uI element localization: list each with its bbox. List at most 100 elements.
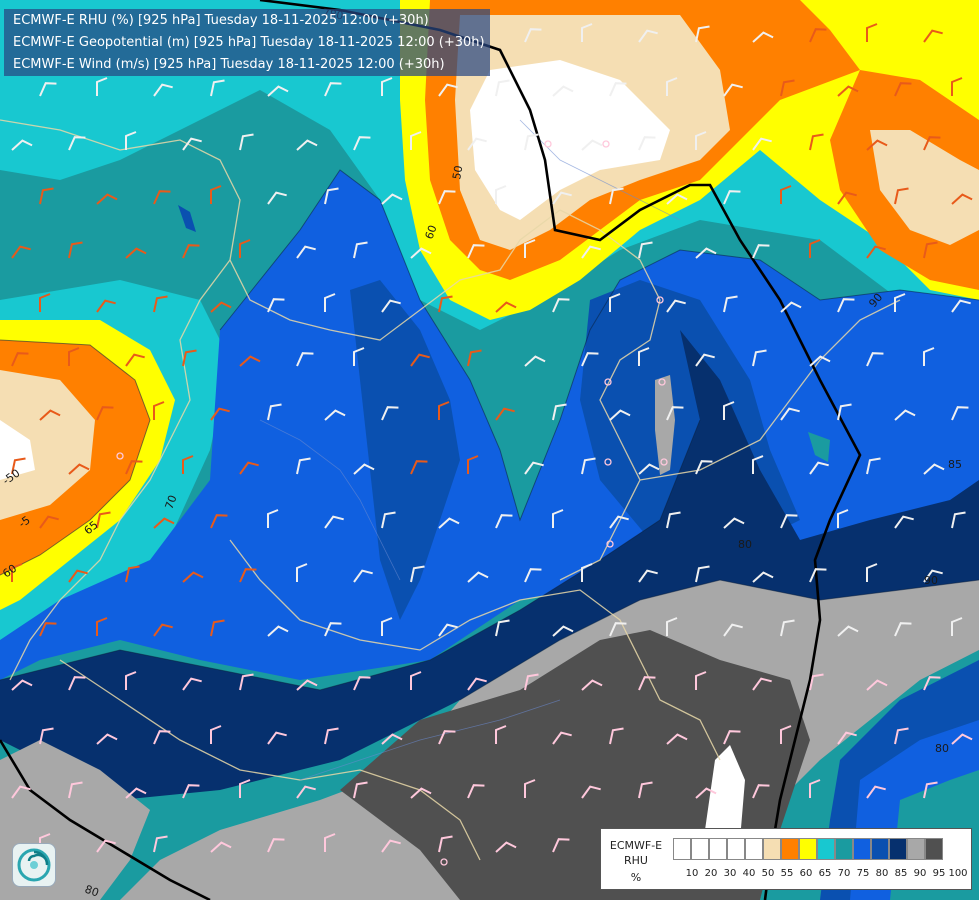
wind-barb (894, 293, 906, 312)
wind-barb (467, 349, 482, 367)
wind-barb (666, 733, 688, 745)
legend-swatch (925, 838, 943, 860)
geopotential-title: ECMWF-E Geopotential (m) [925 hPa] Tuesd… (13, 35, 485, 50)
wind-barb (524, 568, 542, 583)
rhu-zone-50-north (470, 60, 670, 220)
wind-barb (894, 82, 912, 97)
wind-barb (267, 85, 289, 97)
legend-tick-label: 20 (704, 868, 718, 879)
legend-swatches (673, 838, 943, 860)
wind-barb (524, 133, 539, 151)
legend-swatch (745, 838, 763, 860)
wind-barb (39, 515, 59, 529)
wind-barb (324, 82, 342, 97)
wind-barb (381, 193, 403, 205)
wind-barb (68, 136, 86, 151)
wind-barb (666, 406, 684, 421)
wind-barb (353, 347, 365, 366)
contour-label: 80 (935, 742, 949, 755)
wind-title: ECMWF-E Wind (m/s) [925 hPa] Tuesday 18-… (13, 57, 445, 72)
legend-tick-label: 80 (875, 868, 889, 879)
wind-barb (324, 727, 339, 745)
wind-barb (495, 185, 507, 204)
legend-swatch (763, 838, 781, 860)
wind-barb (837, 403, 852, 421)
wind-barb (324, 293, 336, 312)
contour-label: 60 (423, 223, 440, 241)
wind-barb (752, 784, 770, 799)
legend-tick-label: 50 (761, 868, 775, 879)
legend-tick-label: 55 (780, 868, 794, 879)
wind-barb (923, 463, 945, 475)
wind-barb (780, 725, 792, 744)
wind-barb (837, 85, 859, 97)
wind-barb (866, 23, 878, 42)
wind-barb (438, 623, 458, 637)
wind-barb (353, 569, 373, 583)
wind-barb (524, 28, 542, 43)
wind-barb (467, 677, 487, 691)
legend-tick-label: 75 (856, 868, 870, 879)
wind-barb (809, 133, 824, 151)
wind-barb (923, 781, 938, 799)
legend-tick-label: 60 (799, 868, 813, 879)
wind-barb (39, 727, 54, 745)
legend-swatch (835, 838, 853, 860)
wind-barb (125, 353, 145, 367)
legend-swatch (889, 838, 907, 860)
wind-barb (752, 677, 772, 691)
wind-barb (581, 245, 601, 259)
wind-barb (324, 187, 339, 205)
wind-barb (951, 511, 966, 529)
wind-barb (780, 407, 800, 421)
wind-barb (780, 514, 798, 529)
wind-barb (894, 187, 909, 205)
legend-swatch (907, 838, 925, 860)
wind-barb (153, 295, 168, 313)
legend-swatch (817, 838, 835, 860)
wind-barb (410, 787, 432, 799)
legend-unit: % (630, 871, 642, 884)
legend-tick-label: 65 (818, 868, 832, 879)
wind-barb (837, 191, 857, 205)
legend-swatch (673, 838, 691, 860)
wind-barb (809, 461, 829, 475)
wind-barb (239, 779, 251, 798)
wind-barb (951, 299, 971, 313)
wind-barb (723, 401, 735, 420)
wind-barb (894, 727, 909, 745)
wind-barb (125, 131, 137, 150)
wind-barb (581, 457, 596, 475)
wind-barb (153, 835, 168, 853)
wind-barb (11, 785, 31, 799)
wind-barb (552, 509, 564, 528)
wind-barb (923, 676, 941, 691)
rhu-title: ECMWF-E RHU (%) [925 hPa] Tuesday 18-11-… (13, 13, 429, 28)
wind-barb (609, 409, 631, 421)
wind-barb (723, 295, 738, 313)
wind-barb (581, 352, 599, 367)
wind-barb (809, 568, 827, 583)
contour-label: 50 (450, 164, 465, 180)
contour-label: 80 (738, 538, 752, 551)
wind-barb (923, 347, 935, 366)
wind-barb (210, 725, 222, 744)
wind-barb (96, 299, 116, 313)
wind-barb (39, 293, 51, 312)
wind-barb (552, 191, 572, 205)
wind-barb (296, 352, 314, 367)
wind-barb (866, 679, 888, 691)
wind-barb (581, 679, 603, 691)
wind-barb (296, 457, 311, 475)
wind-barbs (11, 23, 973, 853)
wind-barb (210, 841, 232, 853)
wind-barb (695, 353, 715, 367)
wind-barb (210, 514, 228, 529)
wind-barb (11, 139, 33, 151)
wind-barb (638, 136, 656, 151)
wind-barb (353, 136, 371, 151)
wind-barb (381, 299, 401, 313)
legend-tick-label: 95 (932, 868, 946, 879)
wind-barb (153, 83, 173, 97)
wind-barb (96, 617, 108, 636)
